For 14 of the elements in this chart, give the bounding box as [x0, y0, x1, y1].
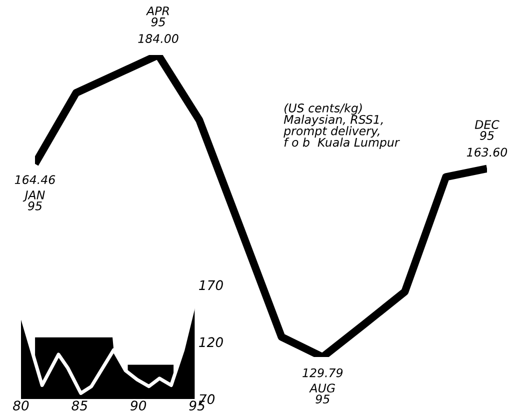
data-label: 129.79: [302, 368, 343, 378]
data-label: 164.46: [14, 175, 56, 184]
data-label: 163.60: [466, 148, 508, 157]
x-tick-label: 80: [13, 400, 29, 411]
annotation: (US cents/kg) Malaysian, RSS1, prompt delivery, f o b Kuala Lumpur: [284, 103, 400, 150]
annotation: DEC 95: [474, 120, 500, 140]
y-tick-label: 170: [199, 280, 223, 290]
text: AUG 95: [309, 384, 335, 404]
data-label: 184.00: [138, 34, 178, 43]
x-tick-label: 85: [72, 400, 88, 411]
y-tick-label: 120: [199, 337, 223, 348]
text: APR 95: [146, 6, 169, 26]
x-tick-label: 90: [130, 400, 146, 411]
annotation: JAN 95: [22, 190, 45, 210]
